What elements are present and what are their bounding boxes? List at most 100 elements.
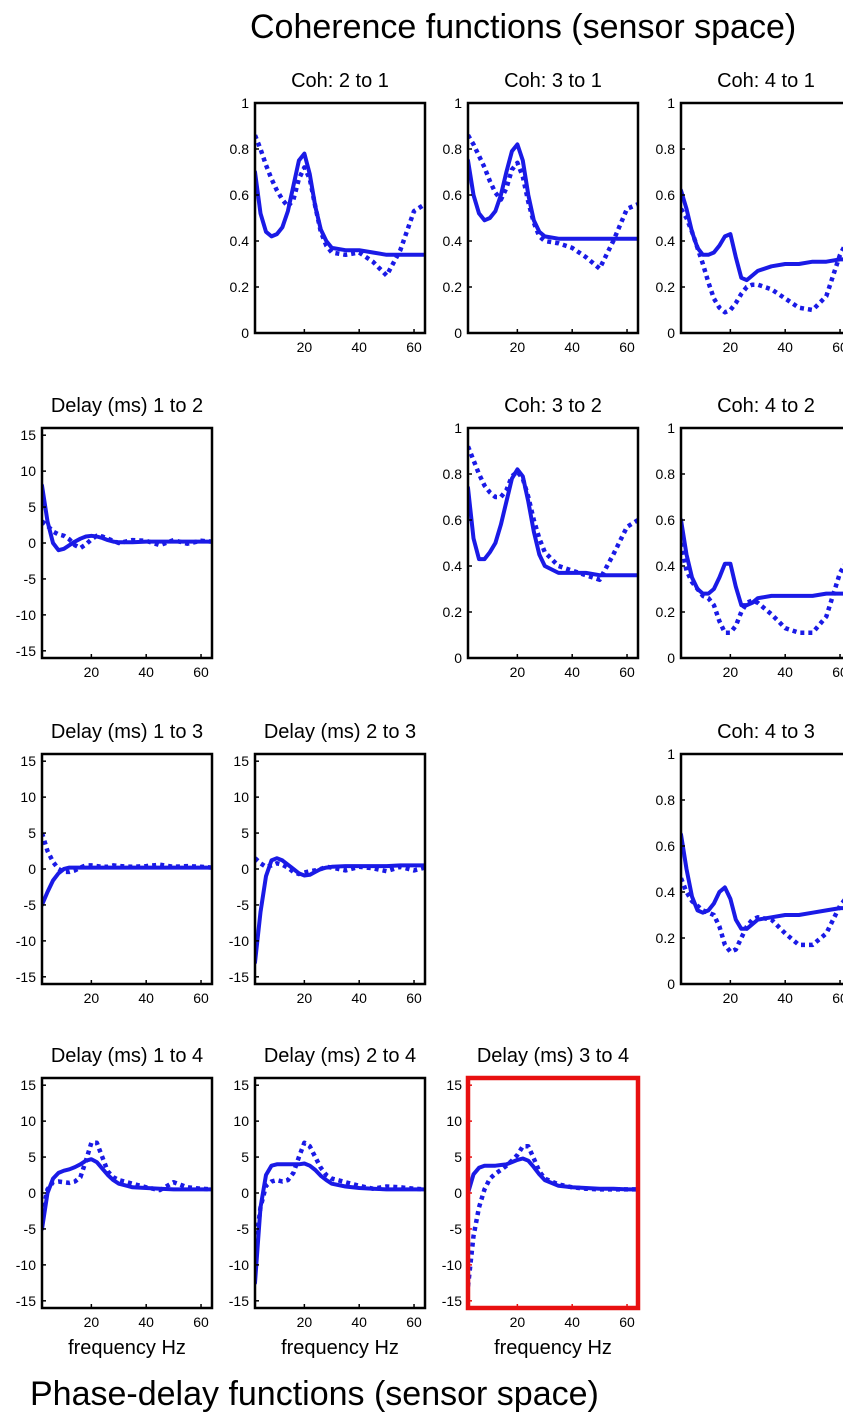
- y-tick-label: -10: [229, 933, 249, 949]
- x-axis-label: frequency Hz: [494, 1337, 612, 1359]
- x-tick-label: 40: [138, 990, 154, 1006]
- y-tick-label: 10: [233, 789, 249, 805]
- y-tick-label: 0: [28, 1185, 36, 1201]
- x-tick-label: 60: [619, 339, 635, 355]
- x-tick-label: 40: [777, 339, 793, 355]
- y-tick-label: 10: [20, 789, 36, 805]
- series-line-dotted: [468, 1144, 638, 1287]
- y-tick-label: -15: [229, 969, 249, 985]
- y-tick-label: 0: [667, 325, 675, 341]
- y-tick-label: 15: [20, 427, 36, 443]
- y-tick-label: 0.2: [443, 279, 463, 295]
- y-tick-label: 0.4: [656, 233, 676, 249]
- y-tick-label: -15: [229, 1293, 249, 1309]
- panel-frame: [679, 752, 843, 986]
- x-tick-label: 60: [406, 1314, 422, 1330]
- y-tick-label: 10: [446, 1113, 462, 1129]
- y-tick-label: 0.4: [656, 884, 676, 900]
- series-line-solid: [42, 1157, 212, 1231]
- series-line-dotted: [255, 1140, 425, 1251]
- series-line-solid: [681, 518, 843, 608]
- panel-title: Delay (ms) 2 to 4: [264, 1045, 416, 1067]
- y-tick-label: -5: [237, 897, 250, 913]
- x-tick-label: 60: [832, 339, 843, 355]
- panel-delay-2-4: Delay (ms) 2 to 4 -15 -10 -5 0 5 10 15 20 40 60 fre…: [229, 1045, 427, 1359]
- panel-frame: [253, 1076, 427, 1310]
- y-tick-label: 0.4: [230, 233, 250, 249]
- x-axis-label: frequency Hz: [68, 1337, 186, 1359]
- series-line-dotted: [255, 856, 425, 877]
- y-tick-label: 0.6: [443, 512, 463, 528]
- x-tick-label: 20: [723, 664, 739, 680]
- y-tick-label: 0.2: [656, 930, 676, 946]
- panel-title: Coh: 4 to 1: [717, 70, 815, 92]
- y-tick-label: 1: [454, 95, 462, 111]
- y-tick-label: 15: [20, 1077, 36, 1093]
- y-tick-label: 15: [446, 1077, 462, 1093]
- series-line-solid: [681, 832, 843, 931]
- x-tick-label: 20: [84, 1314, 100, 1330]
- x-tick-label: 60: [619, 664, 635, 680]
- panel-title: Coh: 4 to 2: [717, 395, 815, 417]
- y-tick-label: 5: [28, 499, 36, 515]
- y-tick-label: 10: [233, 1113, 249, 1129]
- y-tick-label: 0.8: [443, 466, 463, 482]
- panel-delay-3-4: Delay (ms) 3 to 4 -15 -10 -5 0 5 10 15 20 40 60 fre…: [442, 1045, 641, 1359]
- y-tick-label: 0: [454, 325, 462, 341]
- y-tick-label: -5: [24, 571, 37, 587]
- panel-delay-2-3: Delay (ms) 2 to 3 -15 -10 -5 0 5 10 15 20 40 60: [229, 721, 427, 1006]
- x-tick-label: 60: [832, 664, 843, 680]
- series-line-dotted: [681, 877, 843, 955]
- panel-coh-3-2: Coh: 3 to 2 0 0.2 0.4 0.6 0.8 1 20 40 60: [443, 395, 640, 680]
- panel-title: Coh: 3 to 1: [504, 70, 602, 92]
- y-tick-label: -5: [24, 897, 37, 913]
- y-tick-label: 0.8: [443, 141, 463, 157]
- y-tick-label: 0.6: [656, 838, 676, 854]
- y-tick-label: 5: [28, 825, 36, 841]
- series-line-dotted: [42, 832, 212, 875]
- y-tick-label: 0.6: [443, 187, 463, 203]
- y-tick-label: 0.6: [230, 187, 250, 203]
- figure-title-top: Coherence functions (sensor space): [250, 8, 797, 46]
- x-tick-label: 40: [777, 990, 793, 1006]
- series-line-dotted: [468, 445, 638, 583]
- x-tick-label: 40: [138, 664, 154, 680]
- series-line-solid: [681, 188, 843, 283]
- x-tick-label: 20: [723, 339, 739, 355]
- panel-frame: [466, 426, 640, 660]
- y-tick-label: 10: [20, 463, 36, 479]
- y-tick-label: -10: [16, 1257, 36, 1273]
- panel-title: Delay (ms) 1 to 4: [51, 1045, 203, 1067]
- panel-title: Coh: 3 to 2: [504, 395, 602, 417]
- x-tick-label: 60: [193, 664, 209, 680]
- x-tick-label: 20: [297, 990, 313, 1006]
- panel-frame: [40, 1076, 214, 1310]
- panel-frame: [253, 101, 427, 335]
- panel-title: Coh: 4 to 3: [717, 721, 815, 743]
- series-line-solid: [468, 142, 638, 241]
- x-tick-label: 40: [138, 1314, 154, 1330]
- x-tick-label: 20: [723, 990, 739, 1006]
- y-tick-label: -10: [442, 1257, 462, 1273]
- y-tick-label: 1: [667, 95, 675, 111]
- panel-frame: [466, 101, 640, 335]
- y-tick-label: 0: [454, 650, 462, 666]
- series-line-solid: [255, 856, 425, 965]
- x-tick-label: 20: [84, 990, 100, 1006]
- y-tick-label: 0.4: [656, 558, 676, 574]
- x-tick-label: 60: [619, 1314, 635, 1330]
- panel-delay-1-4: Delay (ms) 1 to 4 -15 -10 -5 0 5 10 15 20 40 60 fre…: [16, 1045, 214, 1359]
- y-tick-label: 0.8: [656, 792, 676, 808]
- panel-delay-1-3: Delay (ms) 1 to 3 -15 -10 -5 0 5 10 15 20 40 60: [16, 721, 214, 1006]
- x-tick-label: 60: [193, 1314, 209, 1330]
- panel-frame: [679, 426, 843, 660]
- y-tick-label: 15: [233, 1077, 249, 1093]
- y-tick-label: 0: [454, 1185, 462, 1201]
- panel-coh-4-1: Coh: 4 to 1 0 0.2 0.4 0.6 0.8 1 20 40 60: [656, 70, 843, 355]
- panel-coh-2-1: Coh: 2 to 1 0 0.2 0.4 0.6 0.8 1 20 40 60: [230, 70, 427, 355]
- y-tick-label: -10: [229, 1257, 249, 1273]
- y-tick-label: 5: [241, 1149, 249, 1165]
- panel-title: Delay (ms) 3 to 4: [477, 1045, 629, 1067]
- x-tick-label: 40: [351, 339, 367, 355]
- y-tick-label: -15: [442, 1293, 462, 1309]
